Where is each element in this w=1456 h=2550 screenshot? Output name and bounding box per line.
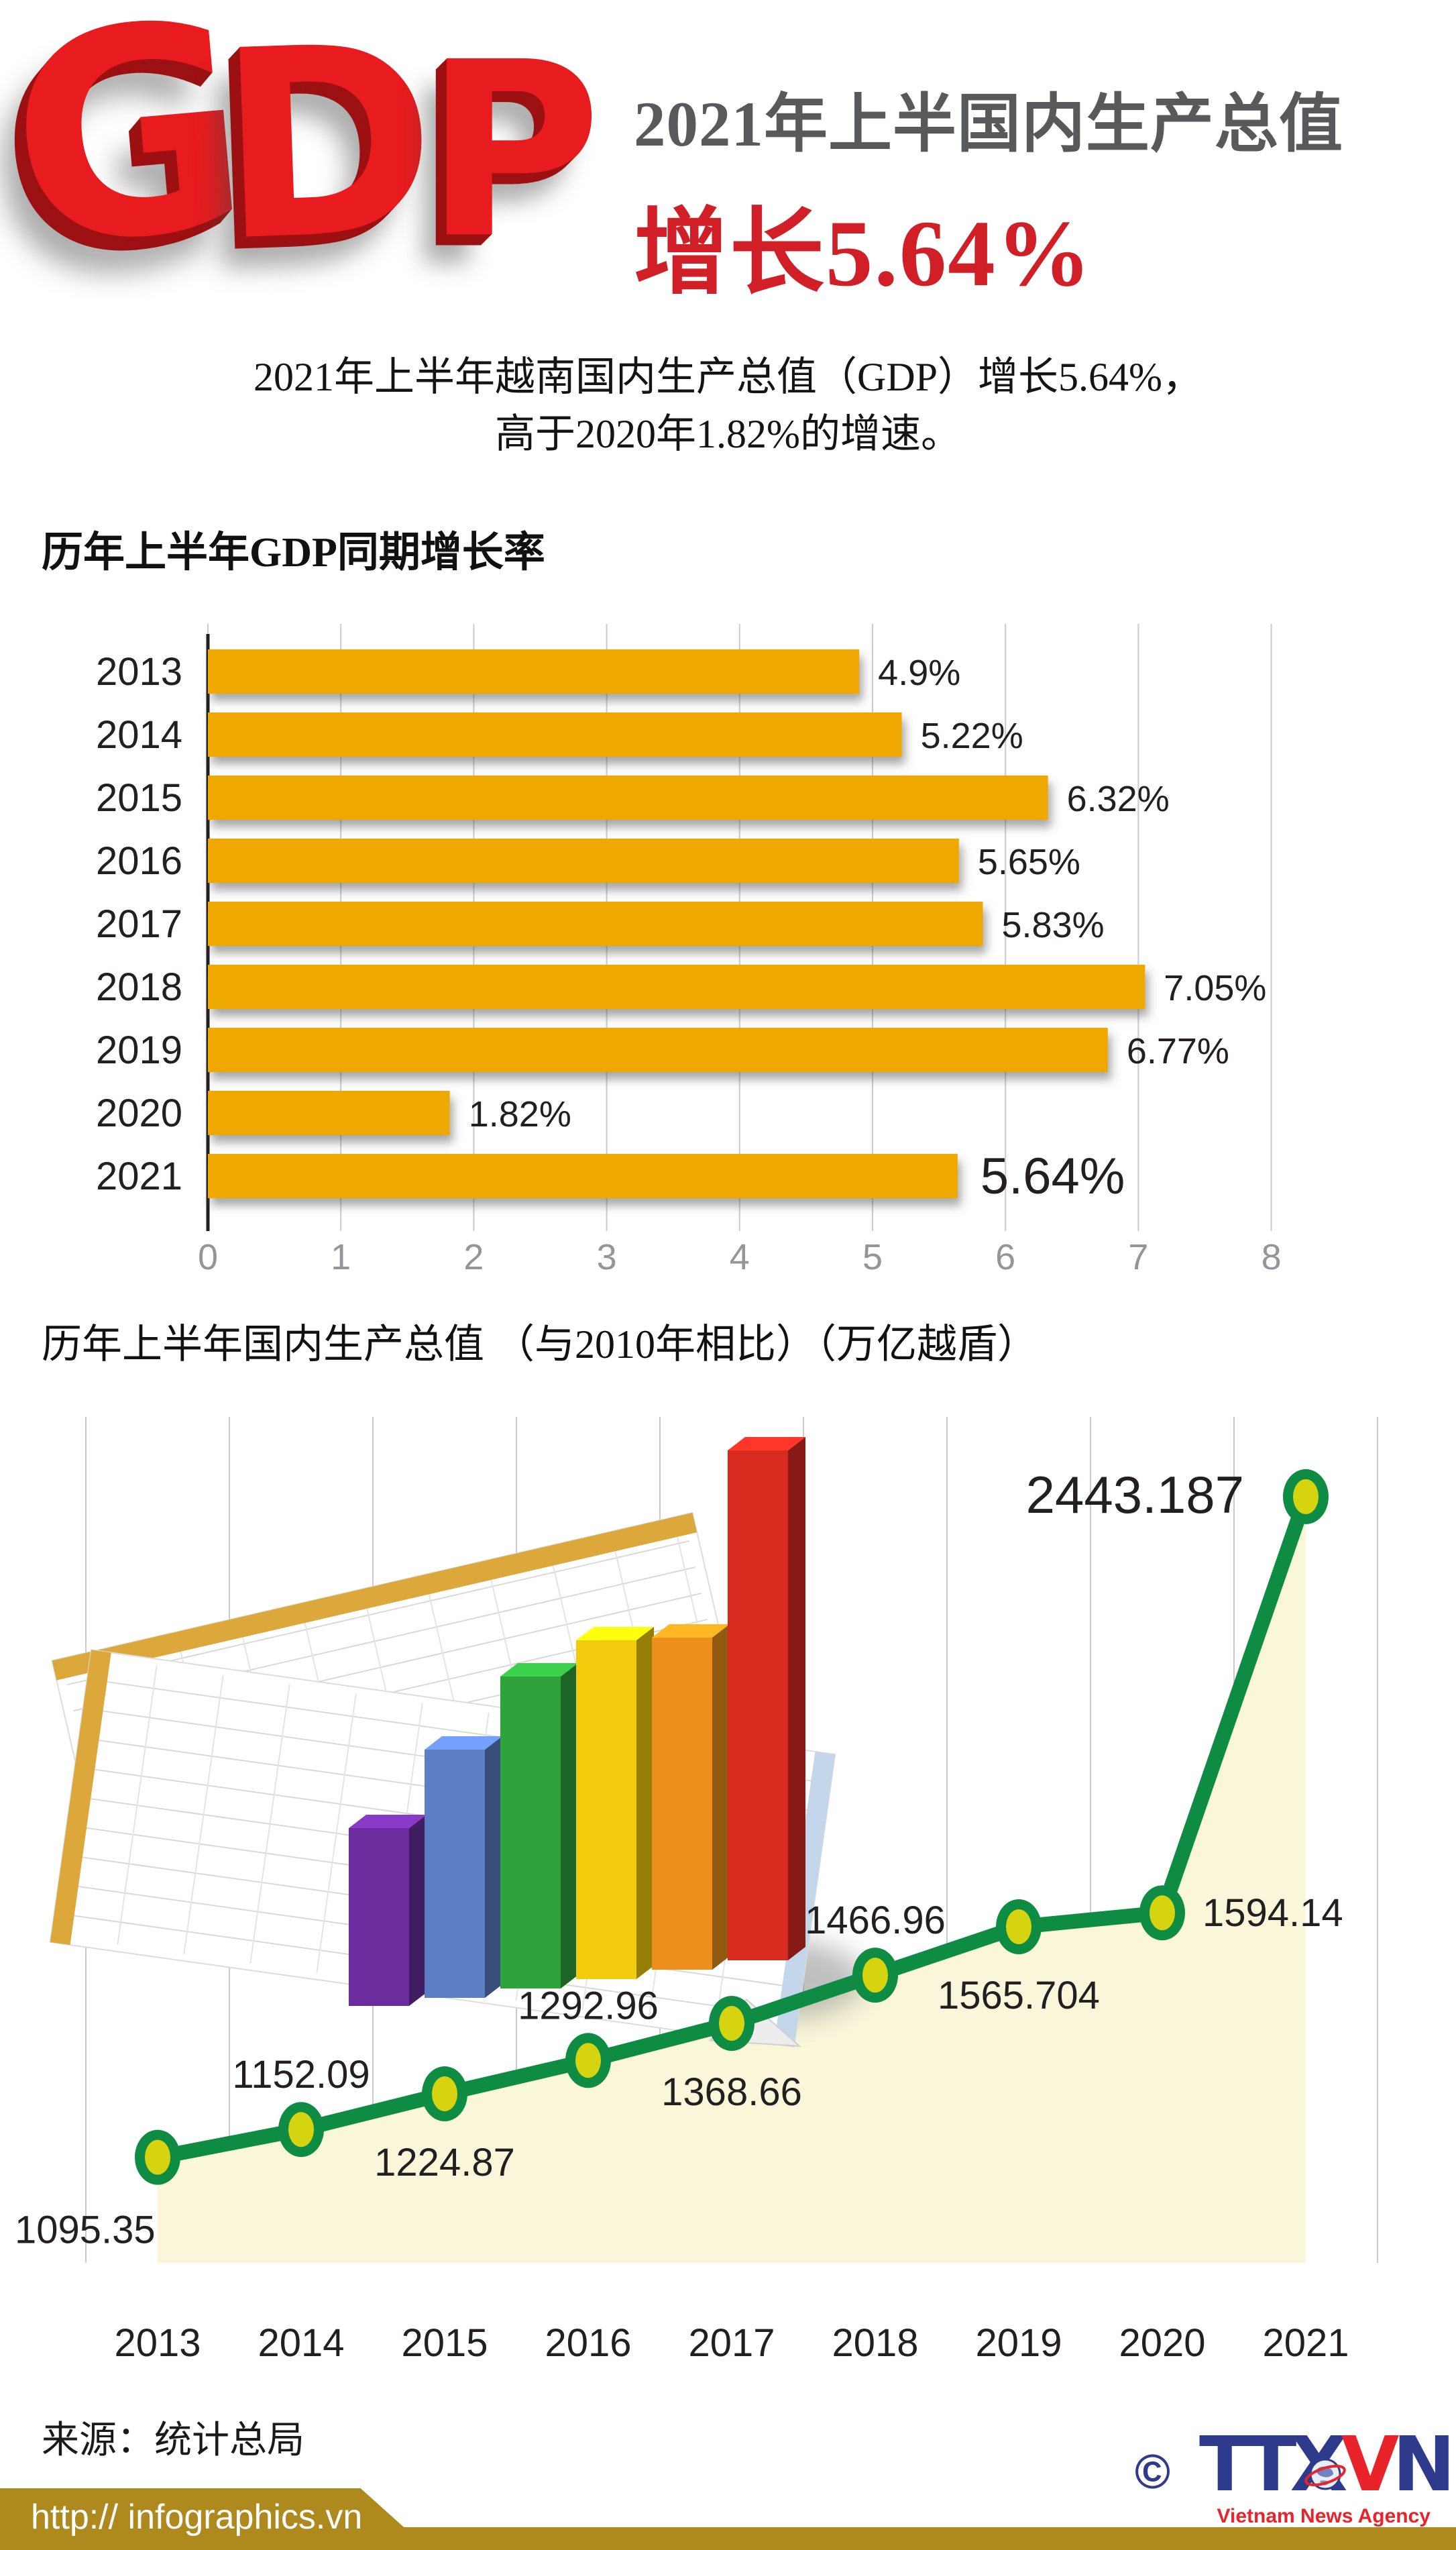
point-label-2016: 1292.96 bbox=[518, 1984, 659, 2027]
bar-2020 bbox=[208, 1091, 450, 1135]
gdp-logo-letter: G bbox=[0, 0, 236, 311]
value-label: 1.82% bbox=[469, 1094, 571, 1134]
year-label: 2021 bbox=[1262, 2321, 1349, 2365]
category-label: 2019 bbox=[96, 1028, 182, 1072]
ttxvn-wordmark: TTXVN bbox=[1199, 2427, 1455, 2502]
value-label: 5.22% bbox=[921, 716, 1023, 756]
bar-2015 bbox=[208, 776, 1048, 820]
point-label-2021: 2443.187 bbox=[1026, 1465, 1244, 1524]
x-tick-label: 0 bbox=[198, 1237, 218, 1277]
category-label: 2018 bbox=[96, 965, 182, 1009]
category-label: 2017 bbox=[96, 902, 182, 946]
page-title-highlight: 增长5.64% bbox=[634, 201, 1093, 306]
growth-chart-title: 历年上半年GDP同期增长率 bbox=[42, 530, 545, 576]
bar-2013 bbox=[208, 649, 860, 694]
value-label: 5.65% bbox=[978, 842, 1080, 882]
value-label: 4.9% bbox=[878, 653, 960, 693]
year-label: 2016 bbox=[545, 2321, 631, 2365]
x-tick-label: 1 bbox=[331, 1237, 351, 1277]
bar-2016 bbox=[208, 839, 959, 883]
bar-2014 bbox=[208, 712, 902, 757]
x-tick-label: 2 bbox=[463, 1237, 484, 1277]
year-label: 2019 bbox=[975, 2321, 1062, 2365]
point-label-2019: 1565.704 bbox=[938, 1974, 1100, 2017]
year-label: 2015 bbox=[401, 2321, 488, 2365]
year-label: 2014 bbox=[258, 2321, 344, 2365]
area-fill bbox=[158, 1496, 1306, 2263]
category-label: 2014 bbox=[96, 713, 182, 757]
value-label: 7.05% bbox=[1164, 968, 1266, 1008]
year-label: 2013 bbox=[114, 2321, 201, 2365]
gdp-growth-bar-chart: 0 1 2 3 4 5 6 7 8 2013 4.9% 2014 5.22% 2015 6.32% 2016 5… bbox=[96, 624, 1282, 1277]
year-label: 2020 bbox=[1119, 2321, 1205, 2365]
value-label: 6.32% bbox=[1067, 779, 1170, 819]
value-label: 5.83% bbox=[1002, 905, 1105, 945]
n-part: N bbox=[1392, 2421, 1455, 2508]
intro-line-1: 2021年上半年越南国内生产总值（GDP）增长5.64%， bbox=[253, 355, 1202, 399]
value-label: 5.64% bbox=[981, 1148, 1125, 1205]
agency-subtitle: Vietnam News Agency bbox=[1217, 2505, 1431, 2527]
footer-band-trapezoid bbox=[0, 2488, 429, 2550]
point-label-2017: 1368.66 bbox=[661, 2070, 802, 2114]
x-tick-label: 8 bbox=[1262, 1237, 1282, 1277]
x-tick-label: 7 bbox=[1128, 1237, 1148, 1277]
globe-icon bbox=[1304, 2458, 1346, 2490]
point-label-2020: 1594.14 bbox=[1202, 1891, 1343, 1935]
category-label: 2020 bbox=[96, 1092, 182, 1135]
bar-2021 bbox=[208, 1154, 958, 1198]
intro-line-2: 高于2020年1.82%的增速。 bbox=[495, 412, 961, 457]
point-label-2015: 1224.87 bbox=[374, 2141, 515, 2184]
year-label: 2017 bbox=[688, 2321, 775, 2365]
category-label: 2015 bbox=[96, 776, 182, 820]
category-label: 2013 bbox=[96, 650, 182, 694]
bar-2019 bbox=[208, 1028, 1108, 1072]
x-tick-label: 4 bbox=[730, 1237, 750, 1277]
gdp-value-chart-title: 历年上半年国内生产总值 （与2010年相比）（万亿越盾） bbox=[42, 1322, 1038, 1367]
title-block: 2021年上半国内生产总值 增长5.64% bbox=[634, 72, 1449, 313]
footer-url-link[interactable]: http:// infographics.vn bbox=[31, 2498, 363, 2537]
point-label-2018: 1466.96 bbox=[805, 1899, 946, 1942]
value-label: 6.77% bbox=[1127, 1031, 1229, 1071]
page-title: 2021年上半国内生产总值 bbox=[634, 89, 1344, 160]
bar-2017 bbox=[208, 902, 983, 946]
x-tick-label: 3 bbox=[597, 1237, 617, 1277]
ttxvn-logo: © TTXVN Vietnam News Agency bbox=[1135, 2427, 1455, 2527]
category-label: 2016 bbox=[96, 839, 182, 883]
category-label: 2021 bbox=[96, 1155, 182, 1198]
year-label: 2018 bbox=[832, 2321, 918, 2365]
gdp-3d-logo: GDP bbox=[0, 0, 602, 311]
source-note: 来源：统计总局 bbox=[42, 2420, 304, 2461]
bar-2018 bbox=[208, 965, 1145, 1009]
decorative-3d-bar-clipart bbox=[49, 1437, 865, 2048]
v-part: V bbox=[1341, 2421, 1400, 2508]
intro-paragraph: 2021年上半年越南国内生产总值（GDP）增长5.64%， 高于2020年1.8… bbox=[0, 349, 1456, 463]
point-label-2014: 1152.09 bbox=[232, 2053, 370, 2096]
point-label-2013: 1095.35 bbox=[15, 2209, 156, 2252]
x-tick-label: 6 bbox=[995, 1237, 1015, 1277]
gdp-logo-letter: P bbox=[425, 11, 602, 292]
x-tick-label: 5 bbox=[862, 1237, 883, 1277]
copyright-icon: © bbox=[1135, 2445, 1171, 2499]
gdp-logo-letter: D bbox=[214, 0, 419, 299]
